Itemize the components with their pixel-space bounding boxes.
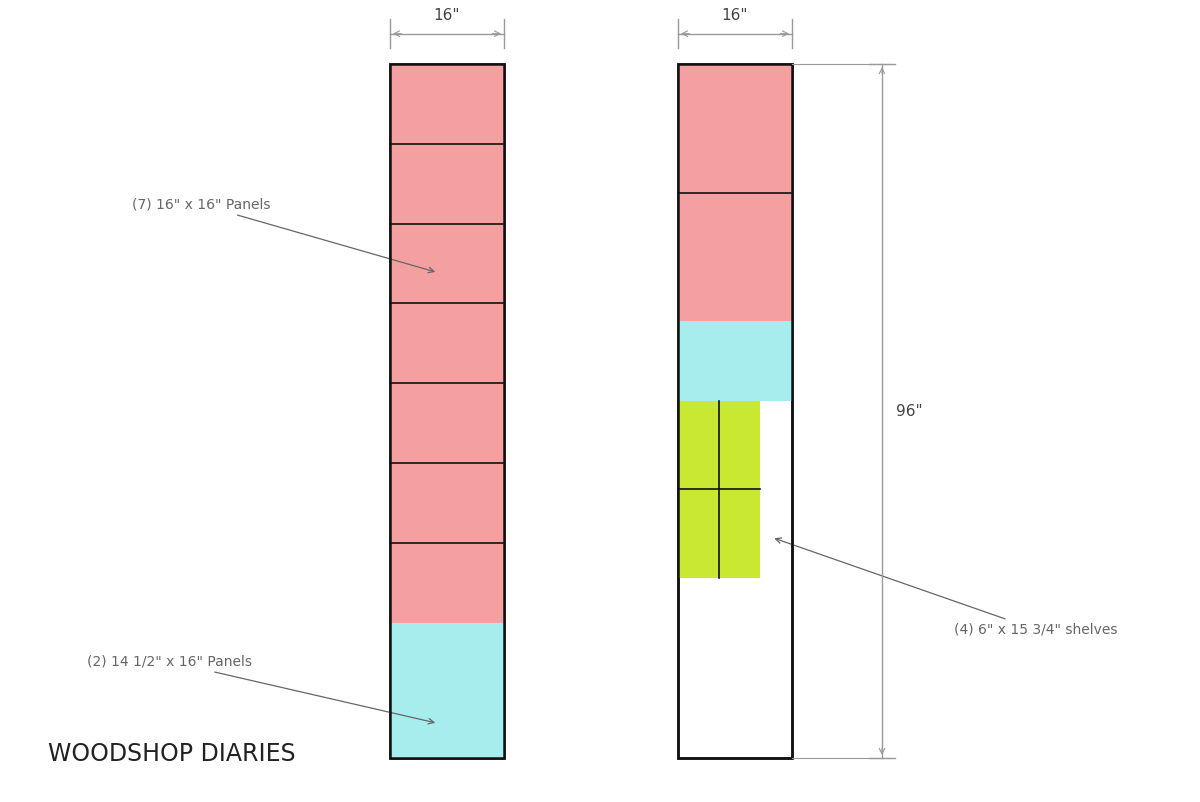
Bar	[678, 401, 760, 577]
Text: 16": 16"	[433, 8, 461, 23]
Bar	[678, 64, 792, 321]
Bar	[390, 64, 504, 758]
Text: 96": 96"	[896, 403, 923, 419]
Bar	[390, 64, 504, 622]
Bar	[390, 64, 504, 758]
Bar	[678, 64, 792, 758]
Bar	[390, 622, 504, 758]
Bar	[678, 321, 792, 401]
Text: WOODSHOP DIARIES: WOODSHOP DIARIES	[48, 742, 295, 766]
Text: (2) 14 1/2" x 16" Panels: (2) 14 1/2" x 16" Panels	[88, 654, 434, 724]
Text: 16": 16"	[721, 8, 749, 23]
Bar	[678, 64, 792, 758]
Text: (4) 6" x 15 3/4" shelves: (4) 6" x 15 3/4" shelves	[775, 538, 1117, 637]
Text: (7) 16" x 16" Panels: (7) 16" x 16" Panels	[132, 197, 434, 273]
